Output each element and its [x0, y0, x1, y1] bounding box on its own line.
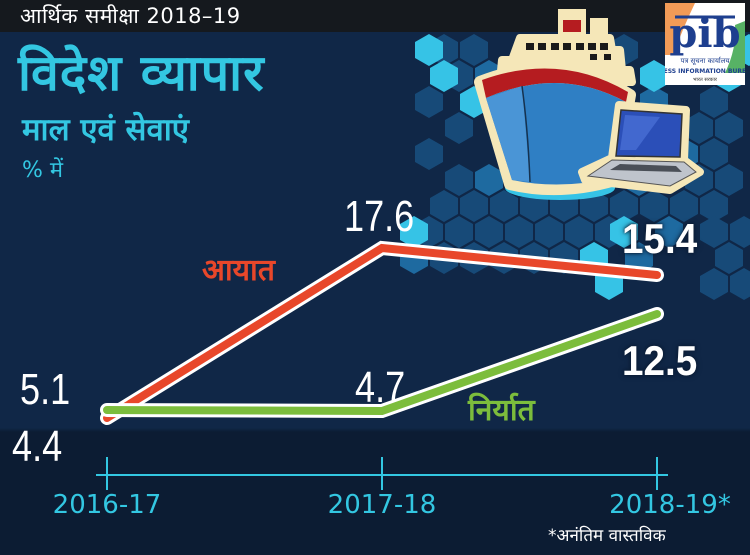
exports-label: निर्यात — [468, 393, 535, 428]
chart-title: विदेश व्यापार — [18, 43, 265, 102]
value-exports-2018-19: 12.5 — [622, 337, 698, 384]
x-label-2016-17: 2016-17 — [52, 490, 162, 520]
value-imports-2016-17: 4.4 — [12, 422, 63, 471]
report-title: आर्थिक समीक्षा 2018–19 — [20, 4, 241, 28]
unit-label: % में — [22, 158, 64, 183]
svg-text:भारत सरकार: भारत सरकार — [693, 77, 718, 83]
footnote: *अनंतिम वास्तविक — [548, 526, 666, 546]
svg-text:PRESS INFORMATION BUREAU: PRESS INFORMATION BUREAU — [665, 68, 745, 75]
imports-line — [100, 240, 664, 425]
value-exports-2017-18: 4.7 — [355, 363, 406, 412]
exports-line — [100, 307, 664, 419]
top-bar: आर्थिक समीक्षा 2018–19 — [0, 0, 750, 32]
x-label-2017-18: 2017-18 — [327, 490, 437, 520]
value-imports-2017-18: 17.6 — [344, 192, 415, 241]
x-label-2018-19: 2018-19* — [609, 490, 731, 520]
value-exports-2016-17: 5.1 — [20, 365, 71, 414]
svg-text:पत्र सूचना कार्यालय: पत्र सूचना कार्यालय — [680, 56, 730, 65]
pib-logo: pib पत्र सूचना कार्यालय PRESS INFORMATIO… — [665, 3, 745, 85]
value-imports-2018-19: 15.4 — [622, 215, 698, 262]
imports-label: आयात — [202, 253, 275, 288]
pib-logo-icon: pib पत्र सूचना कार्यालय PRESS INFORMATIO… — [665, 3, 745, 83]
chart-subtitle: माल एवं सेवाएं — [22, 112, 189, 148]
